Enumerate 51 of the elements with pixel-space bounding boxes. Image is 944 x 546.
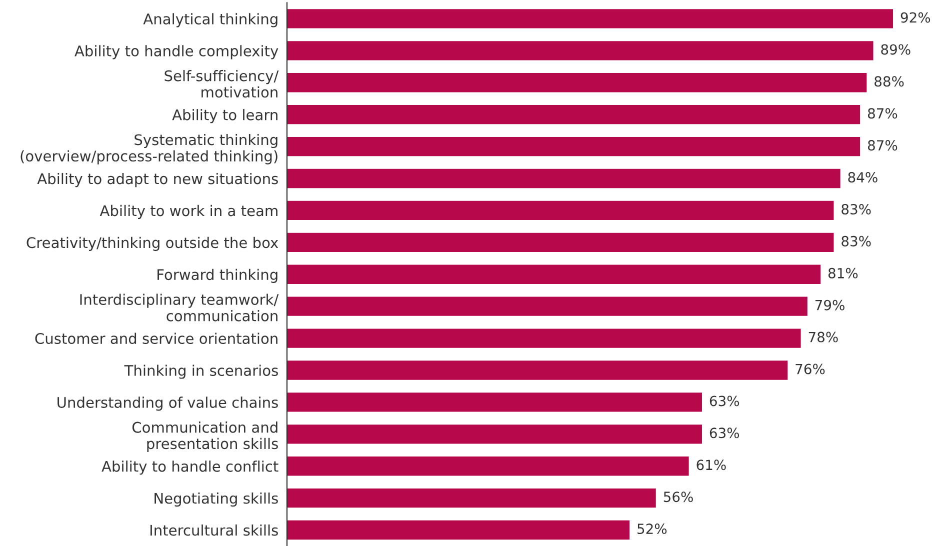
data-label: 87% <box>868 140 898 151</box>
data-label: 87% <box>868 108 898 119</box>
data-label: 83% <box>842 204 871 214</box>
data-label: 61% <box>696 460 726 470</box>
data-label: 89% <box>881 44 910 55</box>
bar <box>286 41 874 60</box>
y-tick-label: Ability to learn <box>172 109 278 124</box>
bar <box>286 232 834 252</box>
y-tick-label: Customer and service orientation <box>35 332 278 344</box>
data-label: 84% <box>848 172 878 183</box>
y-tick-label: Thinking in scenarios <box>124 364 278 379</box>
data-label: 76% <box>796 364 825 374</box>
y-tick-label: Self-sufficiency/ motivation <box>164 70 279 98</box>
data-label: 88% <box>874 76 904 87</box>
bar <box>286 136 860 156</box>
y-tick-label: Understanding of value chains <box>58 396 278 411</box>
bar <box>286 456 689 476</box>
y-tick-label: Negotiating skills <box>154 492 278 507</box>
bar <box>286 9 894 28</box>
data-label: 52% <box>638 524 667 534</box>
y-tick-label: Systematic thinking (overview/process-related thinking) <box>20 134 278 164</box>
y-tick-label: Intercultural skills <box>150 524 278 536</box>
bar <box>286 264 821 284</box>
bar <box>286 104 860 124</box>
bar <box>286 392 702 412</box>
data-label: 81% <box>828 268 858 278</box>
data-label: 83% <box>842 236 871 246</box>
data-label: 78% <box>808 332 838 342</box>
bar <box>286 200 834 220</box>
y-tick-label: Forward thinking <box>158 268 278 283</box>
data-label: 63% <box>710 396 740 406</box>
bar <box>286 488 656 508</box>
bar <box>286 424 702 444</box>
bar <box>286 360 788 380</box>
data-label: 63% <box>710 428 740 438</box>
y-tick-label: Analytical thinking <box>143 13 278 28</box>
bar <box>286 328 801 348</box>
data-label: 56% <box>664 492 693 502</box>
y-tick-label: Creativity/thinking outside the box <box>26 236 278 251</box>
data-label: 92% <box>900 12 930 23</box>
bar <box>286 296 808 316</box>
y-tick-label: Ability to work in a team <box>100 204 278 220</box>
y-tick-label: Interdisciplinary teamwork/ communication <box>80 294 279 322</box>
y-tick-label: Communication and presentation skills <box>132 422 278 452</box>
bar <box>286 520 630 540</box>
data-label: 79% <box>815 300 844 310</box>
bar <box>286 168 840 188</box>
y-tick-label: Ability to adapt to new situations <box>37 172 278 188</box>
bar <box>286 73 867 92</box>
y-tick-label: Ability to handle conflict <box>102 460 278 475</box>
y-tick-label: Ability to handle complexity <box>74 45 278 60</box>
